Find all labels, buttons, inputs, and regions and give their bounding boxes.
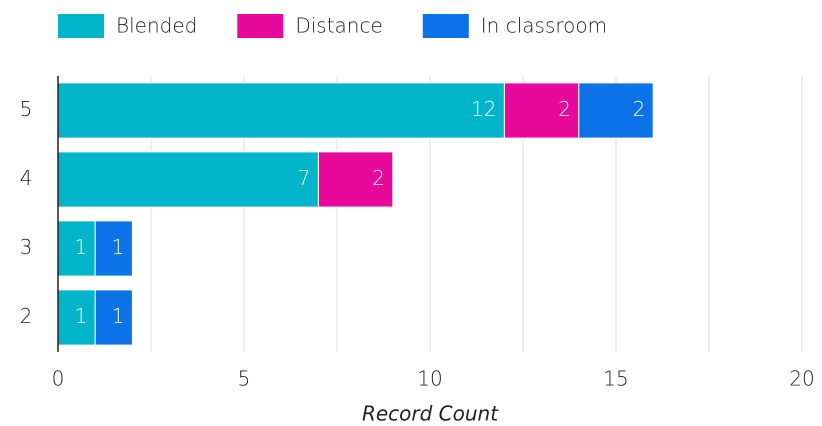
legend-label: In classroom (481, 14, 607, 38)
bar (57, 151, 319, 208)
value-label: 1 (74, 235, 87, 259)
legend-swatch (237, 14, 284, 38)
bar (578, 82, 654, 139)
legend-label: Distance (295, 14, 382, 38)
x-tick-label: 10 (417, 367, 442, 391)
value-label: 1 (112, 304, 125, 328)
value-label: 1 (112, 235, 125, 259)
bar (317, 151, 394, 208)
value-label: 2 (632, 97, 645, 121)
bar (57, 82, 505, 139)
y-tick-label: 2 (20, 304, 33, 328)
value-label: 2 (372, 166, 385, 190)
value-label: 12 (471, 97, 496, 121)
bar (503, 82, 580, 139)
value-label: 1 (74, 304, 87, 328)
y-tick-label: 5 (20, 97, 33, 121)
x-axis-title: Record Count (362, 402, 499, 426)
y-tick-label: 4 (20, 166, 33, 190)
bar (94, 289, 133, 346)
legend-swatch (58, 14, 104, 38)
y-tick-label: 3 (20, 235, 33, 259)
bar (94, 220, 133, 277)
x-tick-label: 15 (603, 367, 628, 391)
value-label: 2 (558, 97, 571, 121)
bar (57, 289, 96, 346)
x-tick-label: 0 (52, 367, 65, 391)
x-tick-label: 20 (789, 367, 814, 391)
x-tick-label: 5 (238, 367, 251, 391)
legend-swatch (422, 14, 469, 38)
value-label: 7 (298, 166, 311, 190)
legend-label: Blended (116, 14, 197, 38)
